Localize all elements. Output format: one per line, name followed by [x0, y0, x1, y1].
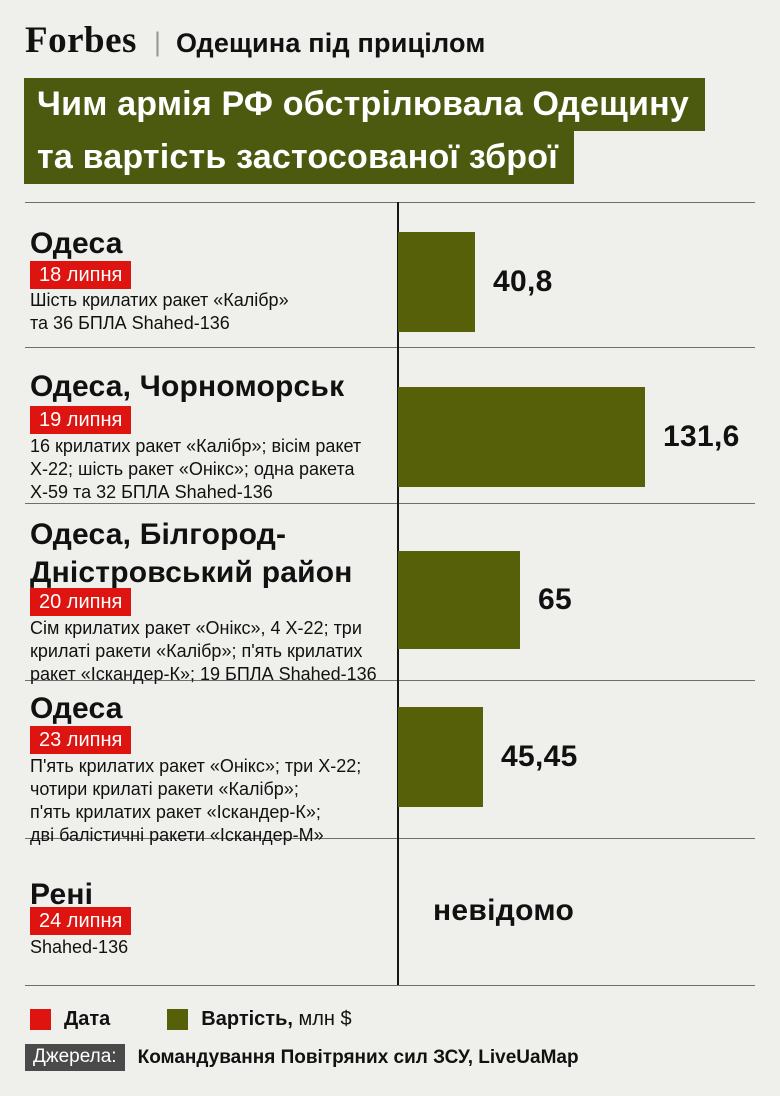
row-location: Одеса, Білгород- Дністровський район	[30, 518, 353, 589]
brand-divider: |	[153, 26, 161, 57]
cost-color-swatch	[167, 1009, 189, 1030]
row-location: Одеса	[30, 227, 123, 260]
cost-bar	[398, 387, 645, 487]
sources-text: Командування Повітряних сил ЗСУ, LiveUaM…	[137, 1046, 579, 1068]
chart-title-line-1: Чим армія РФ обстрілювала Одещину	[24, 78, 705, 131]
legend-cost-unit: млн $	[292, 1008, 352, 1030]
row-date-badge: 24 липня	[30, 907, 132, 935]
forbes-logo: Forbes	[25, 20, 137, 61]
cost-bar	[398, 232, 475, 332]
row-location: Одеса, Чорноморськ	[30, 370, 345, 403]
row-weapons-text: П'ять крилатих ракет «Онікс»; три Х-22; …	[30, 756, 362, 845]
legend-item-date: Дата	[30, 1008, 110, 1031]
cost-bar	[398, 551, 520, 649]
chart-row-reni-jul24: Рені 24 липня Shahed-136 невідомо	[25, 838, 755, 985]
row-separator	[25, 503, 755, 504]
row-separator	[25, 202, 755, 203]
row-separator	[25, 838, 755, 839]
row-weapons-text: Шість крилатих ракет «Калібр» та 36 БПЛА…	[30, 290, 289, 333]
row-weapons-text: Shahed-136	[30, 937, 129, 957]
row-date-badge: 23 липня	[30, 726, 132, 754]
chart-row-odesa-jul23: Одеса 23 липня П'ять крилатих ракет «Оні…	[25, 680, 755, 845]
cost-value-label: 131,6	[663, 420, 740, 453]
cost-value-label: 65	[538, 583, 572, 616]
brand-row: Forbes | Одещина під прицілом	[25, 22, 486, 60]
series-tagline: Одещина під прицілом	[175, 27, 486, 58]
row-weapons-text: 16 крилатих ракет «Калібр»; вісім ракет …	[30, 436, 362, 502]
row-location: Одеса	[30, 692, 123, 725]
cost-value-label: 45,45	[501, 740, 578, 773]
row-weapons-text: Сім крилатих ракет «Онікс», 4 Х-22; три …	[30, 618, 377, 684]
sources-badge: Джерела:	[25, 1044, 125, 1071]
cost-bar	[398, 707, 483, 807]
cost-value-label: 40,8	[493, 265, 553, 298]
row-separator	[25, 347, 755, 348]
cost-value-label: невідомо	[433, 894, 575, 927]
row-date-badge: 18 липня	[30, 261, 132, 289]
chart-row-odesa-jul18: Одеса 18 липня Шість крилатих ракет «Кал…	[25, 202, 755, 347]
chart-row-odesa-chornomorsk-jul19: Одеса, Чорноморськ 19 липня 16 крилатих …	[25, 347, 755, 503]
row-separator	[25, 985, 755, 986]
row-separator	[25, 680, 755, 681]
chart-row-bilhorod-dnistrovskyi-jul20: Одеса, Білгород- Дністровський район 20 …	[25, 503, 755, 684]
row-date-badge: 19 липня	[30, 406, 132, 434]
legend: Дата Вартість, млн $	[30, 1008, 352, 1031]
date-color-swatch	[30, 1009, 51, 1030]
legend-item-cost: Вартість, млн $	[167, 1008, 352, 1031]
chart-title-line-2: та вартість застосованої зброї	[24, 131, 574, 184]
row-location: Рені	[30, 878, 94, 911]
sources-row: Джерела: Командування Повітряних сил ЗСУ…	[25, 1044, 579, 1071]
legend-cost-word: Вартість,	[201, 1008, 293, 1030]
legend-cost-label: Вартість, млн $	[201, 1008, 351, 1031]
row-date-badge: 20 липня	[30, 588, 132, 616]
chart-title: Чим армія РФ обстрілювала Одещину та вар…	[24, 78, 705, 184]
legend-date-label: Дата	[64, 1008, 111, 1030]
